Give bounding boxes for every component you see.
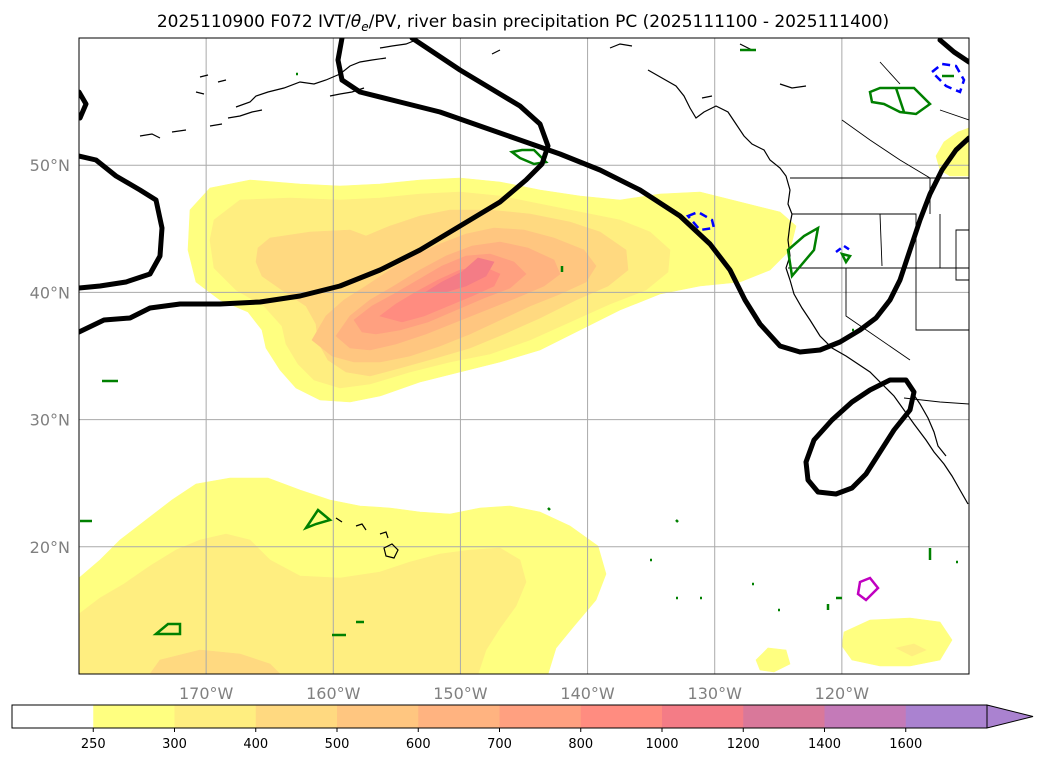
pv-contour-northwest-loop [79,153,165,291]
coastlines [139,39,969,559]
axis-tick-labels: 170°W 160°W 150°W 140°W 130°W 120°W 50°N 40°N 30… [30,156,870,703]
colorbar-tick-label: 400 [243,737,268,752]
graticule [79,38,969,674]
lon-tick-label: 170°W [179,684,234,703]
colorbar-swatch [174,705,257,728]
lat-tick-label: 20°N [30,538,70,557]
pc-positive [786,225,820,279]
aleutian-coast [139,57,387,139]
hawaii-coast [335,517,399,559]
pv-contour-main-trough [339,77,969,355]
mexico-border [903,397,969,405]
ivt-region-subtropical-plume [79,477,607,674]
pv-contour-eastern-ridge [937,38,969,65]
lat-tick-label: 50°N [30,156,70,175]
pc-positive [509,148,549,166]
lat-tick-label: 30°N [30,411,70,430]
borders [788,61,969,405]
canada-provinces [841,61,969,179]
colorbar: 250 300 400 500 600 700 800 1000 1200 1400 1600 [11,704,1034,752]
colorbar-swatch [662,705,744,728]
pv-contours [79,38,969,497]
map-layers [79,38,969,674]
ivt-filled-contours [79,127,969,674]
pc-positive [302,508,333,531]
ivt-contour-level [841,617,953,667]
pc-positive [868,86,932,116]
title-theta-subscript: e [361,20,368,34]
colorbar-swatch [905,705,988,728]
colorbar-tick-label: 1200 [727,737,760,752]
colorbar-swatch [824,705,907,728]
precip-pc-contours [80,48,966,637]
ivt-contour-level [755,647,791,673]
colorbar-swatch [93,705,175,728]
colorbar-swatch [337,705,419,728]
inland-borders [880,178,969,331]
colorbar-tick-label: 300 [162,737,187,752]
ivt-contour-level [895,643,927,657]
colorbar-tick-label: 1400 [808,737,841,752]
pc-negative [685,210,716,232]
lon-tick-label: 150°W [433,684,488,703]
lon-tick-label: 120°W [815,684,870,703]
colorbar-swatch [743,705,825,728]
colorbar-tick-label: 800 [568,737,593,752]
pc-positive [80,48,958,637]
colorbar-swatch [499,705,582,728]
lon-tick-label: 130°W [688,684,743,703]
colorbar-tick-label: 250 [81,737,106,752]
colorbar-swatch [580,705,663,728]
pc-positive [839,252,853,265]
colorbar-tick-label: 1000 [645,737,678,752]
colorbar-tick-label: 1600 [889,737,922,752]
colorbar-outline [11,704,987,729]
ivt-contour-level [79,533,527,674]
colorbar-extend-arrow [986,704,1034,729]
ivt-region-baja-plume [841,617,953,667]
pv-contour-west-edge [79,89,89,121]
lon-tick-label: 160°W [306,684,361,703]
map-frame [78,37,970,675]
colorbar-tick-label: 500 [325,737,350,752]
ivt-region-north-pacific-atmospheric-river [187,177,797,403]
colorbar-tick-label: 600 [406,737,431,752]
pv-contour-gulf-of-alaska-ridge [79,38,551,335]
pc-negative [930,62,966,94]
colorbar-swatch [255,705,338,728]
colorbar-tick-label: 700 [487,737,512,752]
lon-tick-label: 140°W [560,684,615,703]
pc-extreme [856,576,880,602]
title-suffix: /PV, river basin precipitation PC (20251… [369,12,890,32]
nevada-border [845,268,911,361]
title-theta: θ [351,12,362,32]
lat-tick-label: 40°N [30,283,70,302]
ivt-contour-level [149,649,281,674]
pc-negative [835,244,851,253]
chart-title: 2025110900 F072 IVT/θe/PV, river basin p… [157,12,889,34]
title-prefix: 2025110900 F072 IVT/ [157,12,351,32]
pv-contour-cutoff-low [803,377,917,497]
ivt-region-pacific-northwest-edge [755,647,791,673]
colorbar-swatch [418,705,500,728]
pc-positive [152,622,182,636]
colorbar-under-swatch [12,705,94,728]
